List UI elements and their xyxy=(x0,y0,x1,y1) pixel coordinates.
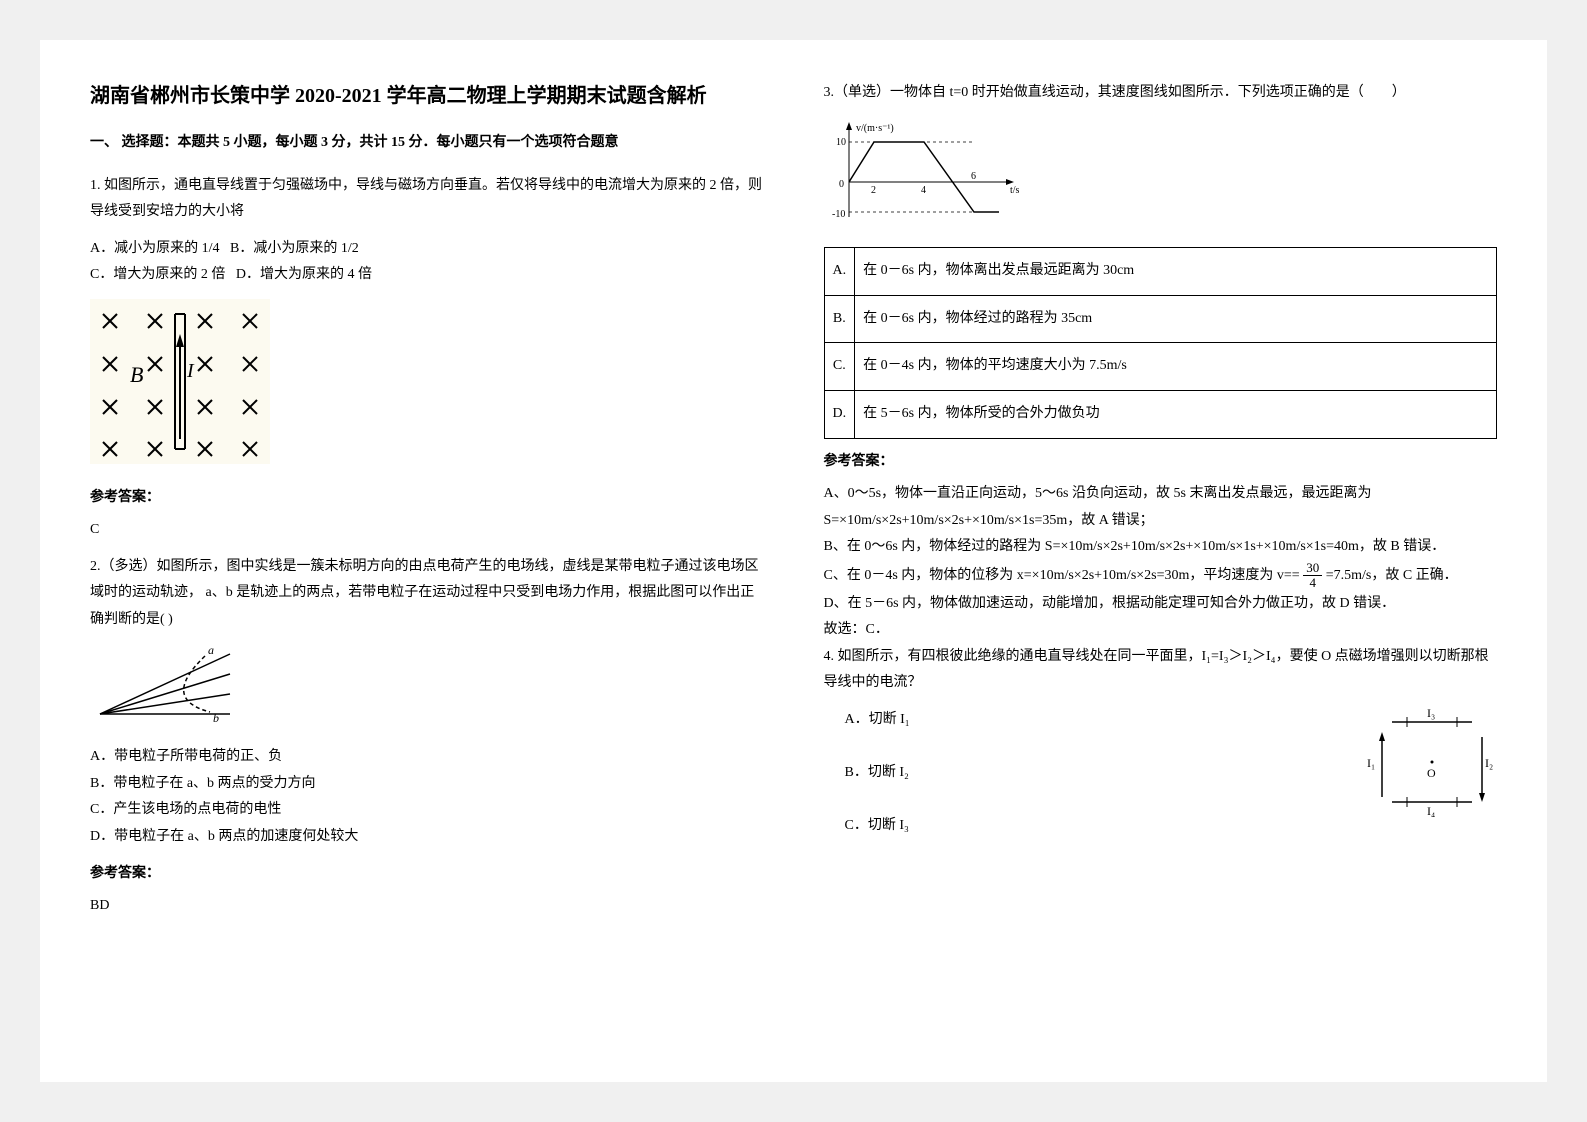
q3-row-c-label: C. xyxy=(824,343,855,391)
velocity-graph-icon: v/(m·s⁻¹) t/s 0 10 -10 2 4 6 xyxy=(824,117,1024,227)
svg-text:2: 2 xyxy=(871,185,876,196)
field-lines-icon: a b xyxy=(90,644,240,724)
q2-opt-b: B．带电粒子在 a、b 两点的受力方向 xyxy=(90,771,764,798)
magnetic-field-icon: B I xyxy=(90,299,270,464)
svg-text:I₄: I₄ xyxy=(1427,804,1435,817)
q3-options-table: A. 在 0－6s 内，物体离出发点最远距离为 30cm B. 在 0－6s 内… xyxy=(824,247,1498,438)
q1-answer: C xyxy=(90,517,764,544)
svg-text:10: 10 xyxy=(836,137,846,148)
q3-row-b-text: 在 0－6s 内，物体经过的路程为 35cm xyxy=(855,295,1497,343)
q3-exp-a2: S=×10m/s×2s+10m/s×2s+×10m/s×1s=35m，故 A 错… xyxy=(824,508,1498,535)
table-row: B. 在 0－6s 内，物体经过的路程为 35cm xyxy=(824,295,1497,343)
q1-options-row1: A．减小为原来的 1/4 B．减小为原来的 1/2 xyxy=(90,236,764,263)
svg-text:a: a xyxy=(208,644,214,657)
q2-opt-d: D．带电粒子在 a、b 两点的加速度何处较大 xyxy=(90,824,764,851)
q1-stem: 1. 如图所示，通电直导线置于匀强磁场中，导线与磁场方向垂直。若仅将导线中的电流… xyxy=(90,173,764,226)
q3-exp-c: C、在 0－4s 内，物体的位移为 x=×10m/s×2s+10m/s×2s=3… xyxy=(824,561,1498,591)
section-heading: 一、 选择题：本题共 5 小题，每小题 3 分，共计 15 分．每小题只有一个选… xyxy=(90,130,764,157)
q2-answer: BD xyxy=(90,893,764,920)
q1-options-row2: C．增大为原来的 2 倍 D．增大为原来的 4 倍 xyxy=(90,262,764,289)
q3-figure: v/(m·s⁻¹) t/s 0 10 -10 2 4 6 xyxy=(824,117,1498,238)
table-row: A. 在 0－6s 内，物体离出发点最远距离为 30cm xyxy=(824,248,1497,296)
q1-opt-b: B．减小为原来的 1/2 xyxy=(230,241,359,256)
svg-text:O: O xyxy=(1427,766,1436,780)
svg-text:0: 0 xyxy=(839,179,844,190)
svg-text:b: b xyxy=(213,711,219,724)
svg-text:-10: -10 xyxy=(832,209,845,220)
q2-stem: 2.（多选）如图所示，图中实线是一簇未标明方向的由点电荷产生的电场线，虚线是某带… xyxy=(90,554,764,634)
svg-text:I₁: I₁ xyxy=(1367,756,1375,770)
q3-answer-label: 参考答案： xyxy=(824,449,1498,476)
q2-opt-c: C．产生该电场的点电荷的电性 xyxy=(90,797,764,824)
q1-opt-a: A．减小为原来的 1/4 xyxy=(90,241,220,256)
fraction-denominator: 4 xyxy=(1303,576,1322,590)
q1-opt-c: C．增大为原来的 2 倍 xyxy=(90,267,225,282)
q3-row-b-label: B. xyxy=(824,295,855,343)
page: 湖南省郴州市长策中学 2020-2021 学年高二物理上学期期末试题含解析 一、… xyxy=(40,40,1547,1082)
svg-text:I₃: I₃ xyxy=(1427,707,1435,720)
q1-answer-label: 参考答案： xyxy=(90,485,764,512)
q3-exp-a1: A、0～5s，物体一直沿正向运动，5～6s 沿负向运动，故 5s 末离出发点最远… xyxy=(824,481,1498,508)
fraction-numerator: 30 xyxy=(1303,561,1322,576)
left-column: 湖南省郴州市长策中学 2020-2021 学年高二物理上学期期末试题含解析 一、… xyxy=(90,80,764,1042)
q3-exp-c-text1: C、在 0－4s 内，物体的位移为 x=×10m/s×2s+10m/s×2s=3… xyxy=(824,568,1300,583)
q3-row-c-text: 在 0－4s 内，物体的平均速度大小为 7.5m/s xyxy=(855,343,1497,391)
table-row: D. 在 5－6s 内，物体所受的合外力做负功 xyxy=(824,390,1497,438)
q2-figure: a b xyxy=(90,644,764,735)
q1-figure: B I xyxy=(90,299,764,475)
svg-text:4: 4 xyxy=(921,185,926,196)
q2-opt-a: A．带电粒子所带电荷的正、负 xyxy=(90,744,764,771)
q3-row-a-text: 在 0－6s 内，物体离出发点最远距离为 30cm xyxy=(855,248,1497,296)
q3-exp-e: 故选：C． xyxy=(824,617,1498,644)
q3-stem: 3.（单选）一物体自 t=0 时开始做直线运动，其速度图线如图所示．下列选项正确… xyxy=(824,80,1498,107)
four-wires-icon: O I₁ I₂ I₃ I₄ xyxy=(1367,707,1497,817)
svg-text:t/s: t/s xyxy=(1010,185,1020,196)
q3-exp-c-text2: =7.5m/s，故 C 正确． xyxy=(1326,568,1458,583)
q3-row-a-label: A. xyxy=(824,248,855,296)
q1-opt-d: D．增大为原来的 4 倍 xyxy=(236,267,372,282)
svg-text:6: 6 xyxy=(971,171,976,182)
fraction-icon: 30 4 xyxy=(1303,561,1322,591)
svg-text:I₂: I₂ xyxy=(1485,756,1493,770)
right-column: 3.（单选）一物体自 t=0 时开始做直线运动，其速度图线如图所示．下列选项正确… xyxy=(824,80,1498,1042)
svg-text:v/(m·s⁻¹): v/(m·s⁻¹) xyxy=(856,123,894,134)
q3-row-d-text: 在 5－6s 内，物体所受的合外力做负功 xyxy=(855,390,1497,438)
q4-stem: 4. 如图所示，有四根彼此绝缘的通电直导线处在同一平面里，I₁=I₃＞I₂＞I₄… xyxy=(824,644,1498,697)
q3-row-d-label: D. xyxy=(824,390,855,438)
exam-title: 湖南省郴州市长策中学 2020-2021 学年高二物理上学期期末试题含解析 xyxy=(90,80,764,112)
q3-exp-b: B、在 0～6s 内，物体经过的路程为 S=×10m/s×2s+10m/s×2s… xyxy=(824,534,1498,561)
svg-text:B: B xyxy=(130,362,143,387)
q2-answer-label: 参考答案： xyxy=(90,861,764,888)
q3-exp-d: D、在 5－6s 内，物体做加速运动，动能增加，根据动能定理可知合外力做正功，故… xyxy=(824,591,1498,618)
svg-text:I: I xyxy=(186,360,195,382)
q4-figure: O I₁ I₂ I₃ I₄ xyxy=(1367,707,1497,828)
table-row: C. 在 0－4s 内，物体的平均速度大小为 7.5m/s xyxy=(824,343,1497,391)
